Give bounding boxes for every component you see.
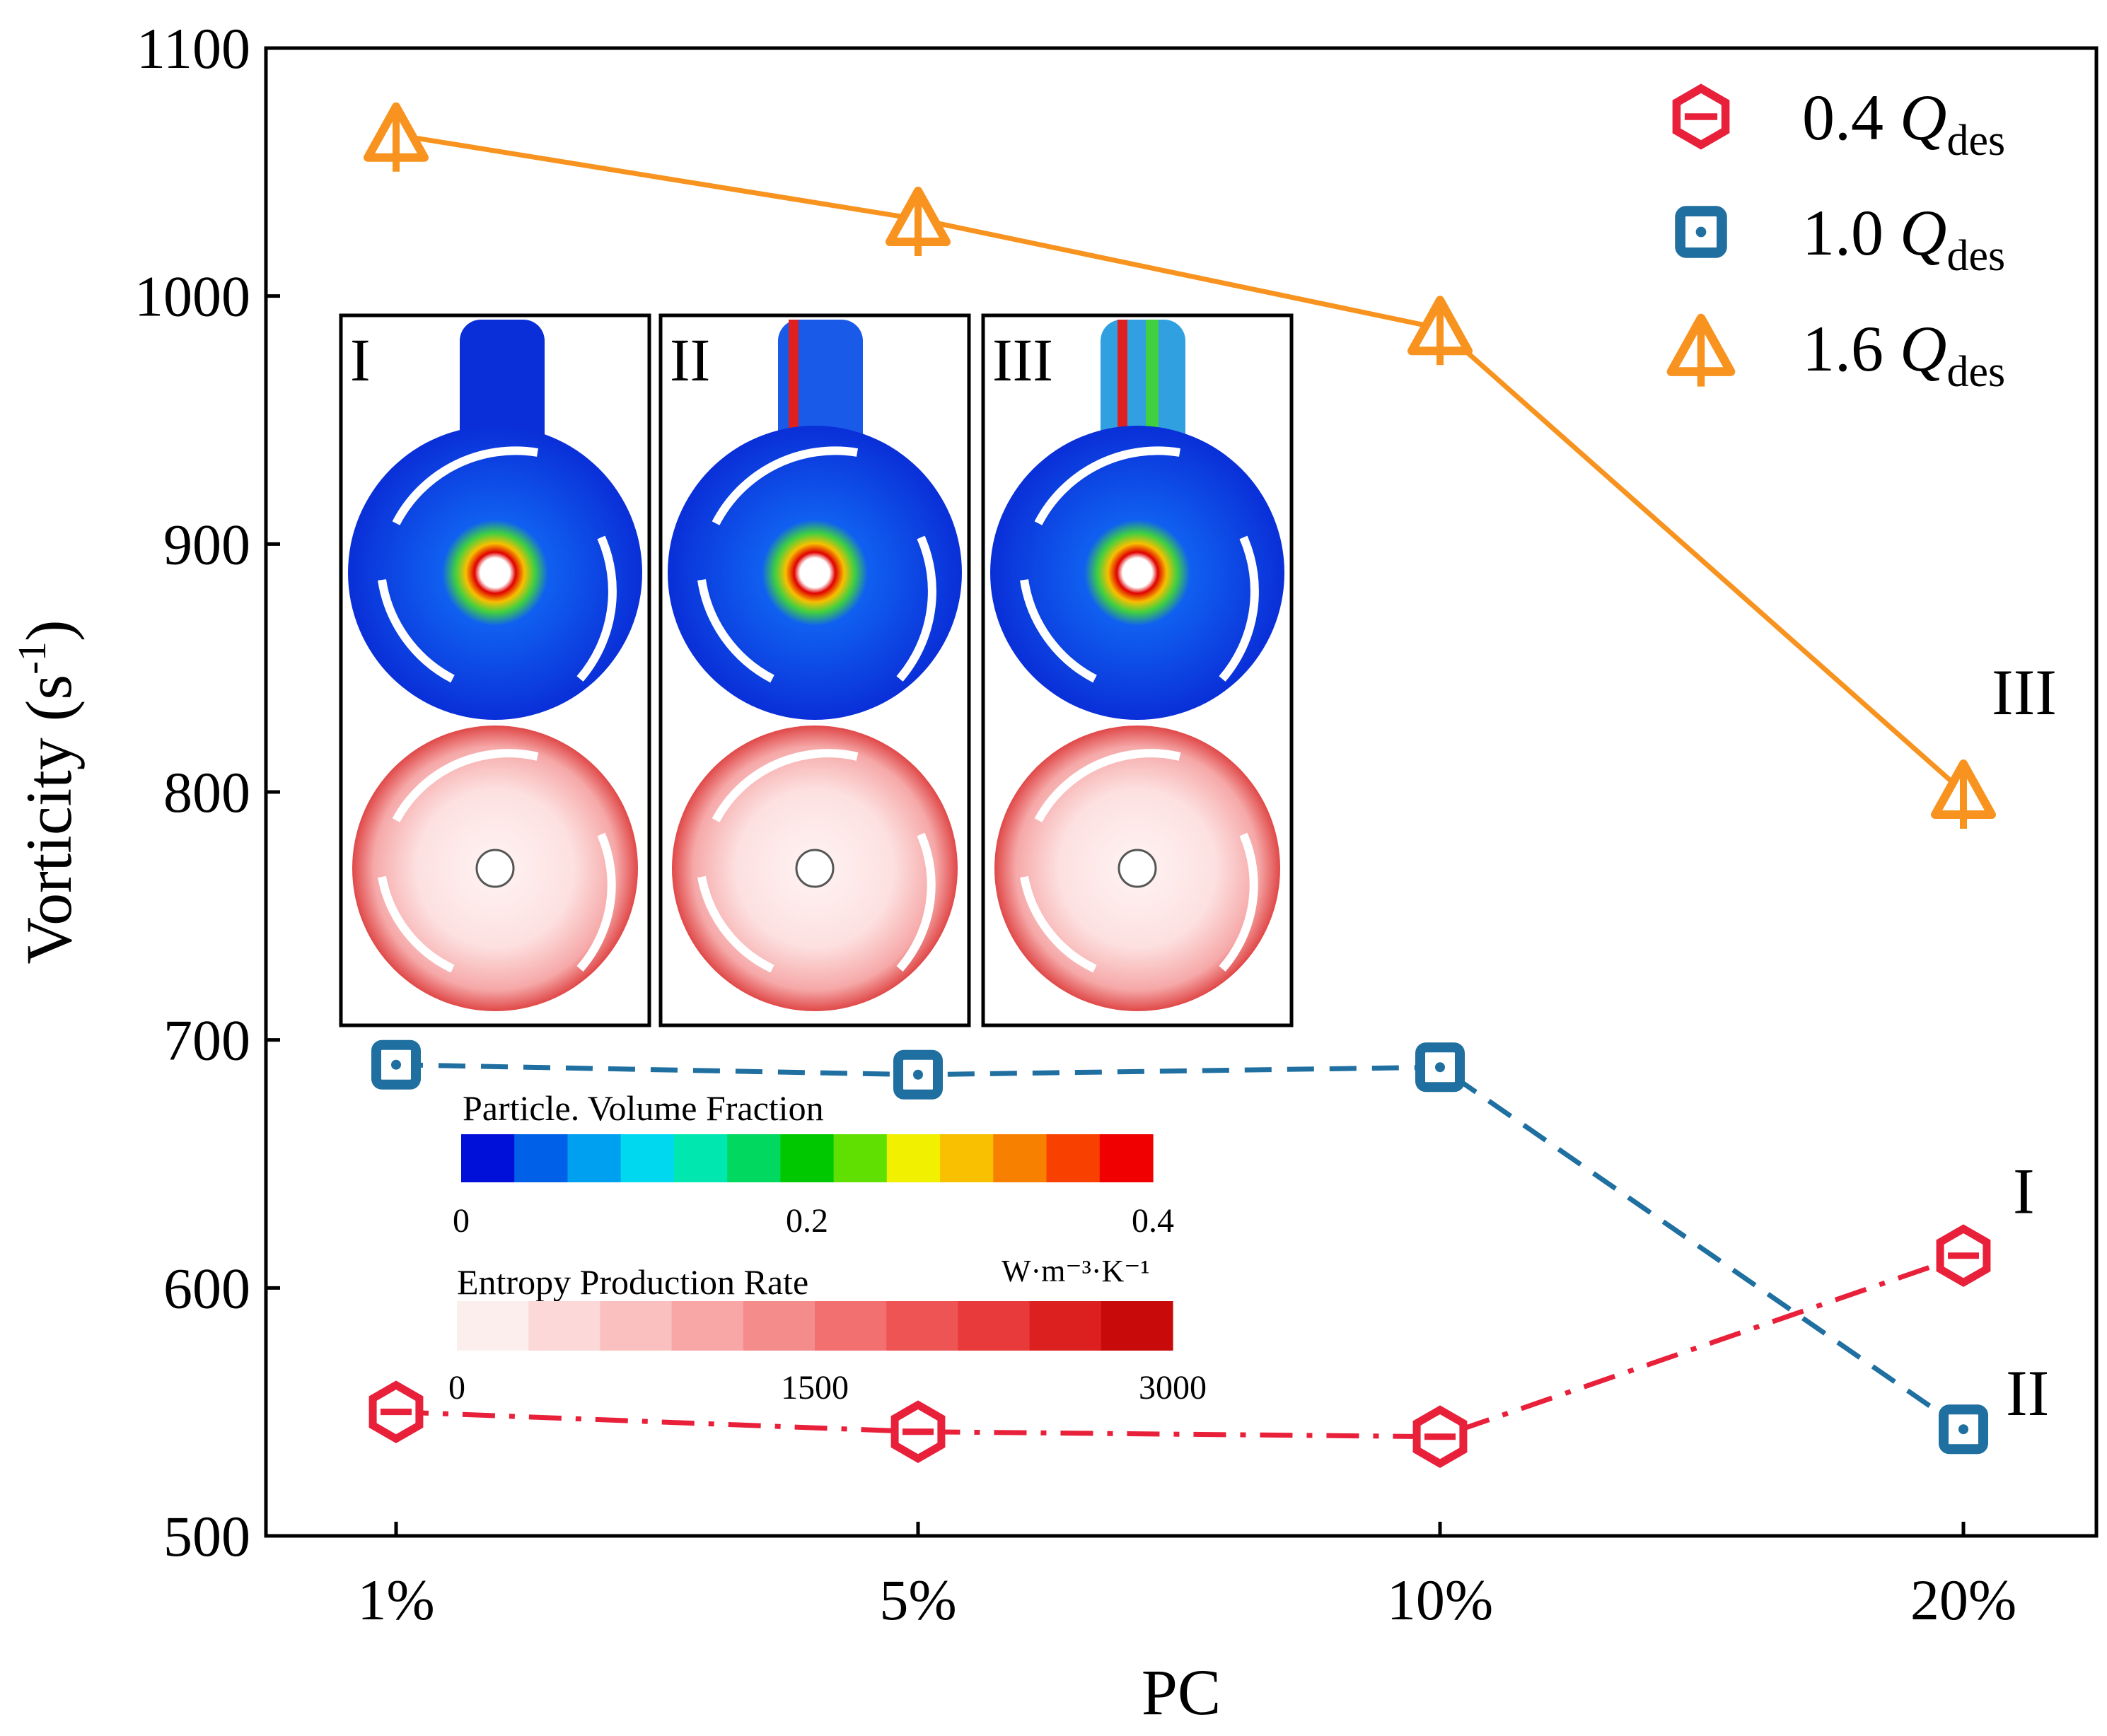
x-tick-label: 1% [357, 1568, 434, 1632]
volume-fraction-contour-II [668, 426, 962, 720]
colorbar-entropy-tick-label: 0 [448, 1369, 465, 1406]
colorbar-volume-fraction-title: Particle. Volume Fraction [463, 1088, 824, 1128]
colorbar-volume-fraction-swatches [461, 1134, 1154, 1182]
colorbar-volume-fraction-tick-label: 0.2 [786, 1202, 828, 1240]
y-tick-label: 800 [163, 760, 250, 825]
data-point-hexagon [368, 1380, 424, 1444]
colorbar-entropy-swatch [671, 1301, 744, 1351]
y-tick-label: 600 [163, 1256, 250, 1320]
y-tick-label: 900 [163, 512, 250, 576]
colorbar-entropy-unit: W·m⁻³·K⁻¹ [1002, 1254, 1150, 1288]
series-line [395, 132, 1966, 794]
data-point-triangle [364, 102, 429, 172]
data-point-hexagon [1936, 1224, 1991, 1288]
colorbar-entropy-swatch [743, 1301, 815, 1351]
inset-panel-II: II [658, 313, 971, 1027]
colorbar-entropy-swatch [815, 1301, 887, 1351]
x-tick-label: 5% [879, 1568, 956, 1632]
legend-marker [1672, 83, 1730, 150]
annotation-label: I [2013, 1155, 2035, 1228]
legend-entry: 0.4 Qdes [1672, 81, 2005, 165]
colorbar-volume-fraction-swatch [567, 1134, 622, 1182]
legend-label: 0.4 Qdes [1802, 81, 2005, 165]
colorbar-entropy-swatch [457, 1301, 529, 1351]
colorbar-entropy-swatches [457, 1301, 1173, 1351]
colorbar-volume-fraction: Particle. Volume Fraction 0 0.2 0.4 [453, 1088, 1174, 1240]
y-tick-label: 700 [163, 1008, 250, 1073]
data-point-square [893, 1049, 943, 1100]
data-point-triangle [886, 186, 951, 256]
series-line [395, 1253, 1965, 1440]
legend-marker [1675, 206, 1727, 258]
legend-entry: 1.6 Qdes [1666, 313, 2005, 396]
colorbar-volume-fraction-swatch [514, 1134, 568, 1182]
annotation-label: III [1992, 656, 2057, 728]
series-markers [364, 102, 1996, 1469]
y-tick-label: 500 [163, 1504, 250, 1568]
colorbar-entropy-tick-label: 3000 [1139, 1369, 1207, 1406]
y-axis-title-superscript: -1 [11, 641, 54, 675]
colorbar-entropy: Entropy Production Rate W·m⁻³·K⁻¹ 0 1500 3… [448, 1254, 1207, 1406]
legend-entry: 1.0 Qdes [1675, 197, 2005, 280]
inset-panel-label-I: I [350, 326, 371, 394]
colorbar-volume-fraction-swatch [1046, 1134, 1101, 1182]
y-axis: 500 600 700 800 900 1000 1100 [134, 16, 280, 1568]
colorbar-volume-fraction-swatch [673, 1134, 728, 1182]
colorbar-entropy-swatch [600, 1301, 673, 1351]
y-axis-title: Vorticity (s-1) [11, 619, 85, 964]
series-line [395, 1062, 1965, 1432]
data-point-hexagon [890, 1400, 946, 1464]
inset-panel-label-II: II [670, 326, 710, 394]
colorbar-entropy-swatch [1101, 1301, 1173, 1351]
inset-panel-III: III [981, 313, 1294, 1027]
colorbar-volume-fraction-swatch [1099, 1134, 1154, 1182]
colorbar-entropy-swatch [1029, 1301, 1102, 1351]
data-point-hexagon [1412, 1405, 1468, 1469]
x-axis: 1% 5% 10% 20% [357, 1522, 2016, 1632]
colorbar-entropy-ticks: 0 1500 3000 [448, 1369, 1207, 1406]
colorbar-volume-fraction-swatch [886, 1134, 941, 1182]
colorbar-volume-fraction-swatch [833, 1134, 888, 1182]
inset-panel-label-III: III [992, 326, 1053, 394]
y-tick-label: 1100 [137, 16, 250, 81]
x-tick-label: 20% [1910, 1568, 2016, 1632]
y-axis-title-close: ) [13, 619, 85, 641]
colorbar-volume-fraction-swatch [940, 1134, 994, 1182]
legend-label: 1.0 Qdes [1802, 197, 2005, 280]
legend: 0.4 Qdes 1.0 Qdes 1.6 Qdes [1666, 81, 2005, 396]
volume-fraction-contour-III [990, 426, 1284, 720]
colorbar-volume-fraction-swatch [727, 1134, 781, 1182]
x-tick-label: 10% [1387, 1568, 1493, 1632]
colorbar-volume-fraction-swatch [461, 1134, 515, 1182]
annotation-label: II [2006, 1357, 2049, 1429]
colorbar-entropy-title: Entropy Production Rate [457, 1262, 808, 1302]
colorbar-entropy-swatch [958, 1301, 1031, 1351]
colorbar-entropy-tick-label: 1500 [781, 1369, 849, 1406]
data-point-triangle [1407, 296, 1473, 366]
colorbar-entropy-swatch [528, 1301, 600, 1351]
inset-panel-I: I [339, 313, 651, 1027]
colorbar-volume-fraction-ticks: 0 0.2 0.4 [453, 1202, 1174, 1240]
colorbar-entropy-swatch [886, 1301, 958, 1351]
legend-label: 1.6 Qdes [1802, 313, 2005, 396]
x-axis-title: PC [1142, 1656, 1221, 1728]
legend-marker [1666, 313, 1736, 387]
colorbar-volume-fraction-tick-label: 0 [453, 1202, 470, 1240]
data-point-square [1415, 1042, 1465, 1093]
y-tick-label: 1000 [134, 264, 250, 329]
colorbar-volume-fraction-swatch [993, 1134, 1047, 1182]
data-point-triangle [1931, 759, 1996, 829]
colorbar-volume-fraction-tick-label: 0.4 [1132, 1202, 1174, 1240]
data-point-square [371, 1039, 421, 1090]
series-lines [395, 132, 1966, 1440]
volume-fraction-contour-I [348, 426, 642, 720]
data-point-square [1939, 1404, 1988, 1455]
colorbar-volume-fraction-swatch [780, 1134, 835, 1182]
colorbar-volume-fraction-swatch [620, 1134, 675, 1182]
